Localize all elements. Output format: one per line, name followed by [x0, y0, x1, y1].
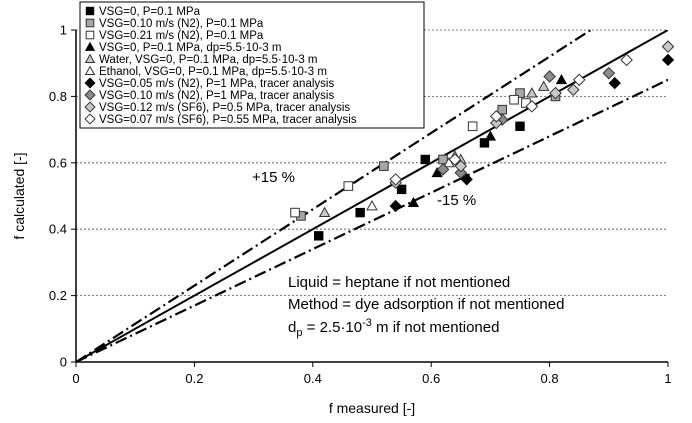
note-particle-diameter: dp = 2.5·10-3 m if not mentioned [288, 317, 499, 339]
data-point [572, 73, 586, 87]
y-tick-label: 0.2 [49, 288, 67, 303]
x-tick-label: 0 [72, 371, 79, 386]
data-point [555, 74, 568, 85]
data-point [608, 76, 621, 90]
note-method: Method = dye adsorption if not mentioned [288, 296, 564, 313]
legend-label: VSG=0.05 m/s (N2), P=1 MPa, tracer analy… [99, 78, 334, 90]
data-point [490, 116, 503, 130]
note-liquid: Liquid = heptane if not mentioned [288, 274, 510, 291]
data-point [318, 206, 331, 218]
data-point [343, 181, 354, 191]
data-point [515, 88, 525, 98]
legend-label: VSG=0.10 m/s (N2), P=1 MPa, tracer analy… [99, 90, 334, 102]
legend-label: VSG=0.07 m/s (SF6), P=0.55 MPa, tracer a… [99, 114, 357, 126]
deviation-line [76, 30, 593, 362]
data-point [366, 199, 378, 211]
y-tick-label: 0.6 [49, 155, 67, 170]
data-point [509, 94, 519, 105]
legend-marker [85, 6, 95, 16]
data-point [389, 199, 402, 213]
axes [75, 30, 668, 363]
reference-lines [76, 30, 668, 362]
data-point [543, 70, 556, 83]
legend-marker [84, 113, 96, 125]
legend-marker [84, 77, 96, 89]
legend-label: VSG=0, P=0.1 MPa [99, 6, 201, 18]
legend-marker [84, 101, 96, 113]
data-point [525, 100, 539, 113]
data-point [454, 166, 468, 180]
data-point [661, 53, 675, 67]
legend-marker [84, 65, 96, 75]
parity-line [76, 30, 668, 362]
data-point [479, 138, 490, 148]
data-point [355, 207, 365, 218]
minus15-annotation: -15 % [437, 192, 476, 209]
data-point [436, 163, 450, 176]
x-tick-label: 0.4 [304, 371, 322, 386]
x-tick-label: 1 [664, 371, 671, 386]
plus15-annotation: +15 % [252, 169, 295, 186]
y-tick-label: 0 [60, 355, 67, 370]
x-axis-label: f measured [-] [329, 400, 415, 416]
legend-marker [84, 53, 96, 63]
data-point [467, 121, 478, 132]
legend-marker [84, 41, 96, 51]
data-point [314, 231, 324, 241]
legend-label: Ethanol, VSG=0, P=0.1 MPa, dp=5.5·10-3 m [99, 66, 327, 78]
data-point [566, 83, 580, 97]
y-axis-label: f calculated [-] [11, 152, 27, 239]
data-point [407, 196, 420, 207]
legend-label: Water, VSG=0, P=0.1 MPa, dp=5.5·10-3 m [99, 54, 318, 66]
data-point [420, 154, 430, 165]
y-tick-label: 0.4 [49, 222, 67, 237]
data-point [661, 40, 675, 53]
legend-marker [84, 89, 96, 101]
data-point [389, 173, 402, 186]
data-point [549, 86, 562, 100]
data-point [379, 161, 389, 171]
data-point [537, 80, 550, 91]
legend-marker [85, 30, 95, 40]
tick-labels: 0 0.2 0.4 0.6 0.8 1 0 0.2 0.4 0.6 0.8 1 [49, 23, 672, 387]
data-point [396, 184, 407, 195]
y-tick-label: 1 [60, 23, 67, 38]
x-tick-label: 0.6 [422, 371, 440, 386]
x-tick-label: 0.8 [541, 371, 559, 386]
data-point [497, 104, 508, 115]
data-point [620, 53, 633, 67]
legend-box [79, 1, 425, 129]
data-point [490, 110, 503, 123]
data-point [448, 153, 462, 166]
legend-label: VSG=0.21 m/s (N2), P=0.1 MPa [99, 30, 264, 42]
legend-label: VSG=0.12 m/s (SF6), P=0.5 MPa, tracer an… [99, 102, 350, 114]
data-point [602, 66, 616, 80]
data-point [515, 121, 525, 131]
data-point [290, 207, 300, 218]
y-tick-label: 0.8 [49, 89, 67, 104]
legend-label: VSG=0, P=0.1 MPa, dp=5.5·10-3 m [99, 42, 282, 54]
x-tick-label: 0.2 [185, 371, 203, 386]
legend-label: VSG=0.10 m/s (N2), P=0.1 MPa [99, 18, 264, 30]
data-point [460, 173, 473, 186]
data-point [484, 130, 497, 141]
data-point [526, 87, 538, 98]
data-points [290, 40, 675, 241]
legend-marker [85, 18, 95, 28]
data-point [454, 159, 468, 173]
